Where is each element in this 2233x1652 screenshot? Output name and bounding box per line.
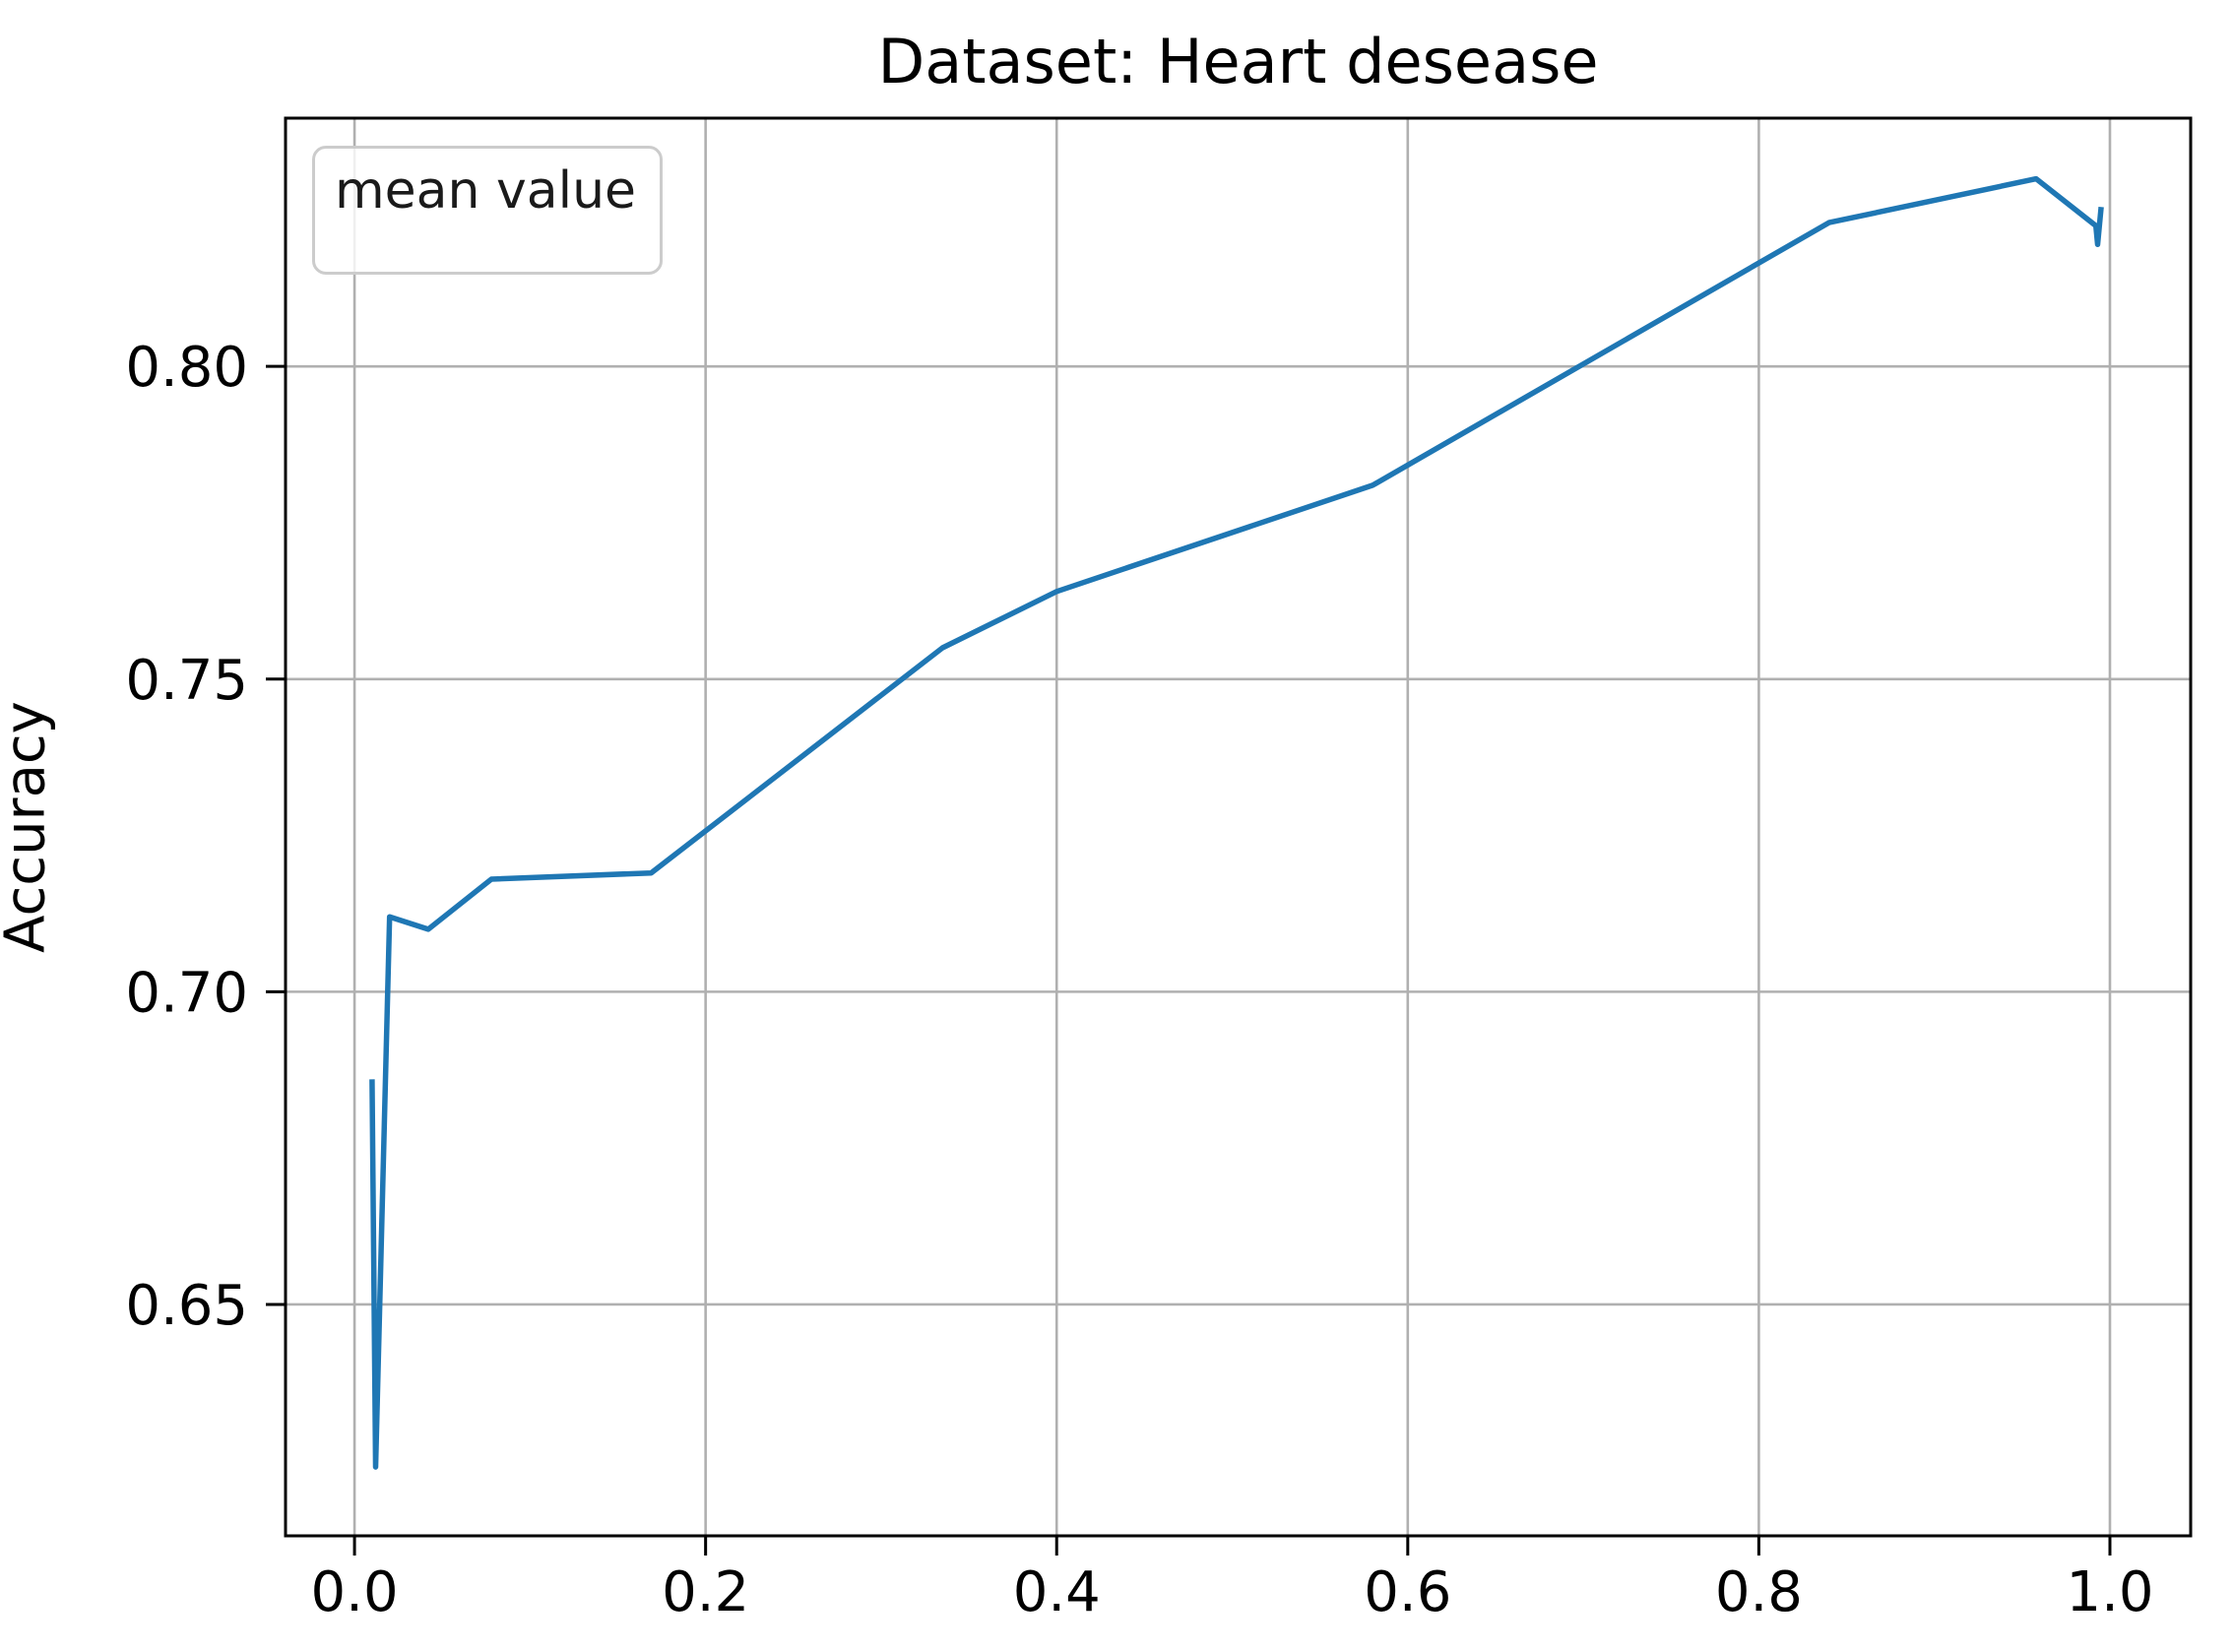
x-tick-label: 0.4	[1013, 1560, 1101, 1624]
legend-box: mean value	[312, 146, 663, 275]
x-tick-label: 0.8	[1715, 1560, 1803, 1624]
legend-label: mean value	[335, 161, 637, 221]
x-tick-label: 0.0	[311, 1560, 399, 1624]
y-tick-label: 0.75	[125, 649, 248, 713]
x-tick-label: 0.6	[1364, 1560, 1451, 1624]
axes-frame	[284, 116, 2193, 1538]
data-line-mean-value	[369, 175, 2104, 1470]
chart-title: Dataset: Heart desease	[877, 26, 1599, 97]
y-tick-label: 0.80	[125, 336, 248, 400]
x-tick-label: 0.2	[662, 1560, 749, 1624]
y-tick-label: 0.65	[125, 1274, 248, 1338]
y-tick-label: 0.70	[125, 961, 248, 1025]
x-tick-label: 1.0	[2066, 1560, 2153, 1624]
y-axis-label: Accuracy	[0, 701, 58, 953]
